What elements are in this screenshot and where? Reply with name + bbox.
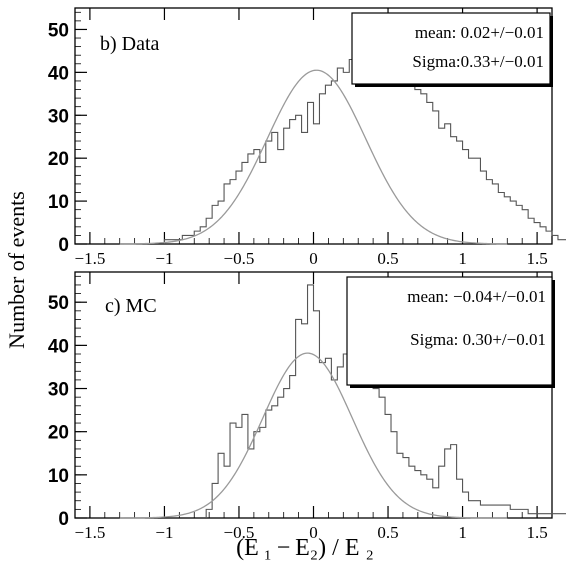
gaussian-fit-curve — [119, 352, 508, 519]
stats-text: mean: 0.02+/−0.01 — [415, 23, 544, 42]
y-tick-label: 0 — [58, 509, 69, 530]
gaussian-fit-curve — [119, 69, 508, 245]
x-tick-label: 1 — [458, 249, 467, 268]
x-tick-label: 1 — [458, 523, 467, 542]
x-tick-label: −1 — [155, 249, 173, 268]
y-tick-label: 30 — [48, 380, 69, 401]
x-axis-label: (E ₁ − E₂) / E ₂ — [236, 535, 374, 561]
x-tick-label: −0.5 — [224, 523, 255, 542]
y-tick-label: 30 — [48, 106, 69, 127]
x-tick-label: 0 — [309, 249, 318, 268]
stats-box — [351, 12, 551, 85]
y-tick-label: 40 — [48, 63, 69, 84]
x-tick-label: −1.5 — [74, 249, 105, 268]
y-tick-label: 20 — [48, 149, 69, 170]
y-tick-label: 50 — [48, 20, 69, 41]
x-tick-label: 0.5 — [377, 249, 398, 268]
panel-label: c) MC — [105, 295, 157, 317]
stats-text: mean: −0.04+/−0.01 — [407, 287, 546, 306]
stats-text: Sigma: 0.30+/−0.01 — [410, 330, 546, 349]
panel-data: −1.5 −1 −0.5 0 0.5 1 1.5 0 10 20 30 40 50 mean: 0.02+… — [48, 7, 566, 268]
x-tick-label: 0 — [309, 523, 318, 542]
y-axis-label: Number of events — [4, 191, 29, 349]
panel-label: b) Data — [100, 33, 160, 55]
y-tick-label: 50 — [48, 293, 69, 314]
x-tick-label: −1.5 — [74, 523, 105, 542]
x-tick-label: 1.5 — [526, 249, 547, 268]
stats-text: Sigma:0.33+/−0.01 — [412, 52, 544, 71]
stats-box — [346, 276, 553, 386]
y-tick-label: 0 — [58, 235, 69, 256]
x-tick-label: −0.5 — [224, 249, 255, 268]
y-tick-label: 10 — [48, 466, 69, 487]
panel-mc: −1.5 −1 −0.5 0 0.5 1 1.5 0 10 20 30 40 50 mean: −0.04… — [48, 271, 566, 542]
y-tick-label: 10 — [48, 192, 69, 213]
y-tick-label: 20 — [48, 423, 69, 444]
x-tick-label: 0.5 — [377, 523, 398, 542]
x-tick-label: 1.5 — [526, 523, 547, 542]
y-tick-label: 40 — [48, 336, 69, 357]
x-tick-label: −1 — [155, 523, 173, 542]
